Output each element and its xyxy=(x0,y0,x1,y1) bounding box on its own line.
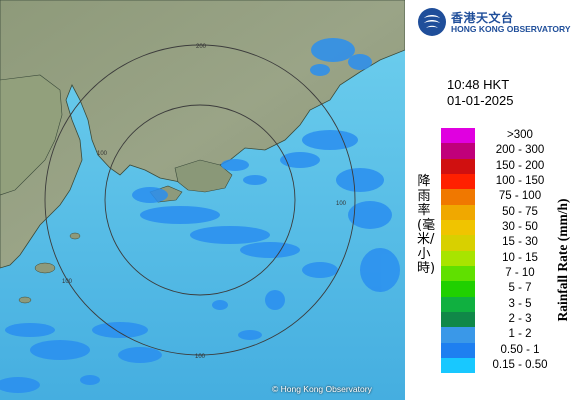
legend-row: 0.15 - 0.50 xyxy=(441,357,571,374)
hong-kong-territory xyxy=(174,159,233,193)
logo-chinese-name: 香港天文台 xyxy=(451,11,514,25)
legend-title-english-wrap: Rainfall Rate (mm/h) xyxy=(555,172,571,347)
rainfall-rate-legend: >300 200 - 300 150 - 200 100 - 150 75 - 100 5… xyxy=(441,128,571,374)
range-ring-inner xyxy=(104,104,296,296)
legend-row: 15 - 30 xyxy=(441,235,571,251)
legend-title-english: Rainfall Rate (mm/h) xyxy=(555,198,570,321)
hko-logo: 香港天文台 HONG KONG OBSERVATORY xyxy=(417,7,575,37)
legend-swatch xyxy=(441,189,475,205)
hko-logo-mark-icon xyxy=(418,8,446,36)
legend-label: 15 - 30 xyxy=(502,236,538,249)
legend-swatch xyxy=(441,143,475,159)
legend-row: 7 - 10 xyxy=(441,265,571,282)
legend-row: 100 - 150 xyxy=(441,173,571,190)
radar-time: 10:48 HKT xyxy=(447,77,510,92)
legend-swatch xyxy=(441,204,475,220)
legend-swatch xyxy=(441,296,475,312)
legend-swatch xyxy=(441,235,475,251)
copyright-text: © Hong Kong Observatory xyxy=(272,384,372,394)
legend-label: 75 - 100 xyxy=(498,190,542,203)
legend-label: 7 - 10 xyxy=(505,266,535,279)
logo-english-name: HONG KONG OBSERVATORY xyxy=(451,24,571,34)
range-ring-labels: 200 100 100 100 100 xyxy=(62,44,347,360)
legend-label: 100 - 150 xyxy=(495,174,545,187)
legend-swatch xyxy=(441,250,475,266)
legend-label: 2 - 3 xyxy=(508,312,532,325)
legend-swatch xyxy=(441,327,475,343)
range-ring-outer xyxy=(44,44,356,356)
range-rings xyxy=(44,44,356,356)
legend-label: 0.50 - 1 xyxy=(500,343,540,356)
legend-label: 200 - 300 xyxy=(495,144,545,157)
legend-row: 1 - 2 xyxy=(441,327,571,343)
legend-label: 0.15 - 0.50 xyxy=(492,358,548,371)
radar-map-canvas: 200 100 100 100 100 xyxy=(0,0,405,400)
legend-row: 10 - 15 xyxy=(441,250,571,266)
legend-row: 50 - 75 xyxy=(441,204,571,220)
legend-label: 50 - 75 xyxy=(502,205,538,218)
legend-swatch xyxy=(441,342,475,358)
ring-label-top: 200 xyxy=(196,44,207,50)
legend-row: 200 - 300 xyxy=(441,143,571,159)
legend-row: 150 - 200 xyxy=(441,158,571,174)
legend-row: 0.50 - 1 xyxy=(441,342,571,358)
islands xyxy=(18,232,81,304)
legend-swatch xyxy=(441,265,475,282)
legend-label: 1 - 2 xyxy=(508,328,532,341)
legend-swatch xyxy=(441,311,475,328)
legend-panel: 香港天文台 HONG KONG OBSERVATORY 10:48 HKT 01… xyxy=(405,0,577,400)
legend-title-chinese: 降雨率(毫米/小時) xyxy=(417,174,436,276)
ring-label-left: 100 xyxy=(62,279,73,285)
ring-label-bottom: 100 xyxy=(195,354,206,360)
ring-label-upper-left: 100 xyxy=(97,151,108,157)
legend-label: 3 - 5 xyxy=(508,297,532,310)
legend-label: 5 - 7 xyxy=(508,282,532,295)
legend-label: 150 - 200 xyxy=(495,159,545,172)
legend-row: 75 - 100 xyxy=(441,189,571,205)
legend-row: 5 - 7 xyxy=(441,281,571,297)
legend-swatch xyxy=(441,158,475,174)
legend-label: >300 xyxy=(507,129,533,141)
rain-echoes xyxy=(0,38,400,393)
legend-swatch xyxy=(441,173,475,190)
legend-row: 30 - 50 xyxy=(441,219,571,236)
legend-label: 10 - 15 xyxy=(502,251,538,264)
legend-label: 30 - 50 xyxy=(502,220,538,233)
legend-row: >300 xyxy=(441,128,571,144)
mainland-landmass xyxy=(0,0,405,269)
legend-swatch xyxy=(441,128,475,144)
pearl-river-delta-west xyxy=(0,74,63,196)
ring-label-right: 100 xyxy=(336,201,347,207)
legend-swatch xyxy=(441,219,475,236)
legend-row: 3 - 5 xyxy=(441,296,571,312)
legend-row: 2 - 3 xyxy=(441,311,571,328)
radar-date: 01-01-2025 xyxy=(447,93,514,108)
legend-swatch xyxy=(441,357,475,374)
legend-swatch xyxy=(441,281,475,297)
radar-map: 200 100 100 100 100 © Hong Kong Observat… xyxy=(0,0,405,400)
